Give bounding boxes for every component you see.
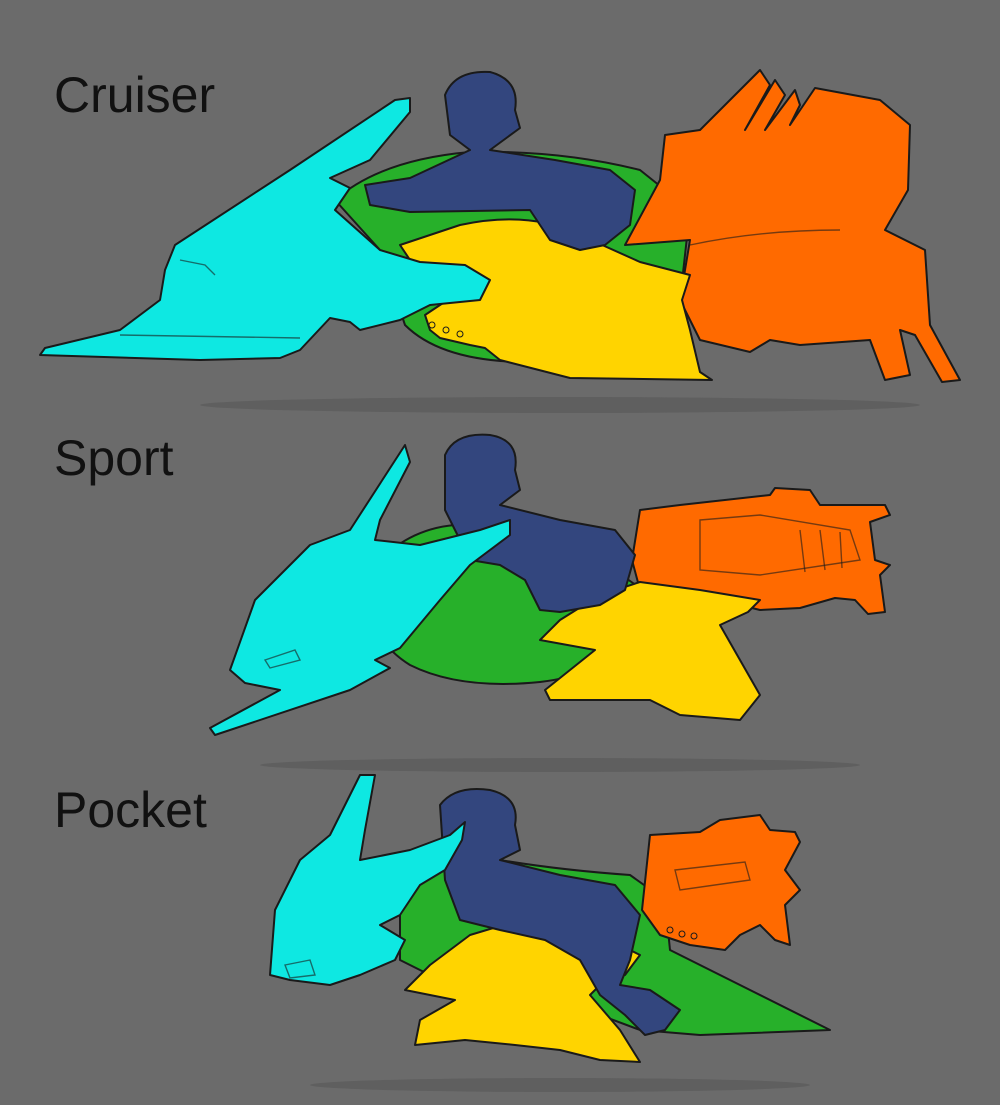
cruiser-engine-orange bbox=[624, 69, 961, 383]
cruiser-headlight-icon bbox=[179, 259, 216, 276]
pocket-vent-icon bbox=[690, 932, 698, 940]
cruiser-ground-shadow bbox=[200, 397, 920, 413]
cruiser-engine-line bbox=[689, 229, 841, 246]
cruiser-seat-yellow bbox=[399, 218, 713, 381]
cruiser-label: Cruiser bbox=[54, 67, 216, 123]
pocket-label: Pocket bbox=[54, 782, 207, 838]
pocket-rider-navy bbox=[439, 788, 681, 1036]
pocket-vent-icon bbox=[666, 926, 674, 934]
sport-label: Sport bbox=[54, 430, 174, 486]
pocket-engine-panel bbox=[674, 861, 751, 891]
sport-ground-shadow bbox=[260, 758, 860, 772]
sport-fairing-cyan bbox=[209, 444, 511, 736]
sport-rider-navy bbox=[444, 433, 636, 613]
cruiser-vent-icon bbox=[442, 326, 450, 334]
cruiser-fairing-cyan bbox=[39, 97, 491, 361]
cruiser-skid-line bbox=[119, 334, 301, 339]
pocket-engine-orange bbox=[641, 814, 801, 951]
pocket-headlight-icon bbox=[284, 959, 316, 979]
sport-engine-panel bbox=[699, 514, 861, 576]
cruiser-vent-icon bbox=[456, 330, 464, 338]
sport-headlight-icon bbox=[263, 649, 302, 669]
pocket-ground-shadow bbox=[310, 1078, 810, 1092]
cruiser-vent-icon bbox=[428, 321, 436, 329]
pocket-fairing-cyan bbox=[269, 774, 466, 986]
cruiser-rider-navy bbox=[364, 70, 636, 251]
pocket-vent-icon bbox=[678, 930, 686, 938]
sport-engine-ribs bbox=[799, 529, 843, 573]
